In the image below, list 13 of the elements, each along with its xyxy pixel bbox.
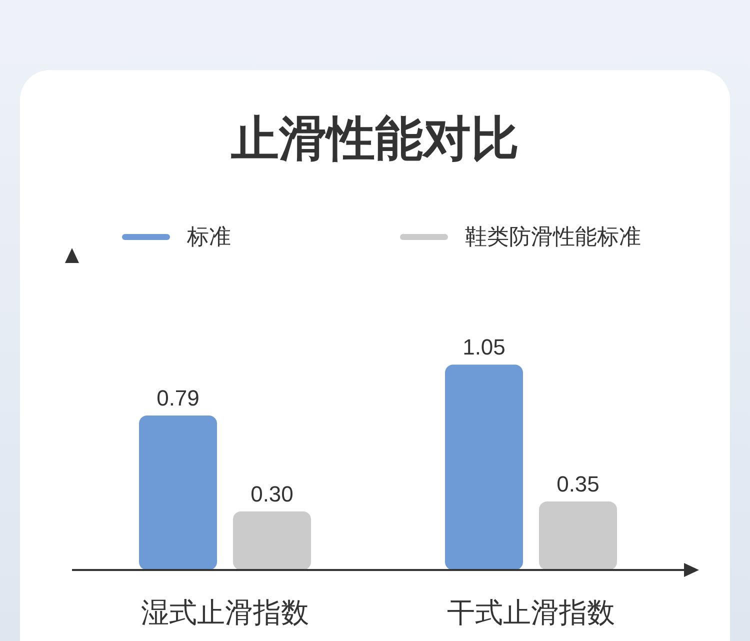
- x-tick-label: 湿式止滑指数: [141, 597, 309, 628]
- data-label: 0.79: [156, 386, 200, 411]
- legend-label: 鞋类防滑性能标准: [465, 223, 641, 251]
- chart-title: 止滑性能对比: [230, 112, 520, 168]
- bar: [445, 364, 523, 570]
- data-label: 0.35: [556, 472, 600, 497]
- legend-label: 标准: [187, 223, 231, 251]
- bar: [139, 416, 217, 570]
- bar: [233, 511, 311, 570]
- x-tick-label: 干式止滑指数: [447, 597, 615, 628]
- data-label: 0.30: [250, 481, 294, 506]
- bar: [539, 502, 617, 570]
- data-label: 1.05: [462, 334, 506, 360]
